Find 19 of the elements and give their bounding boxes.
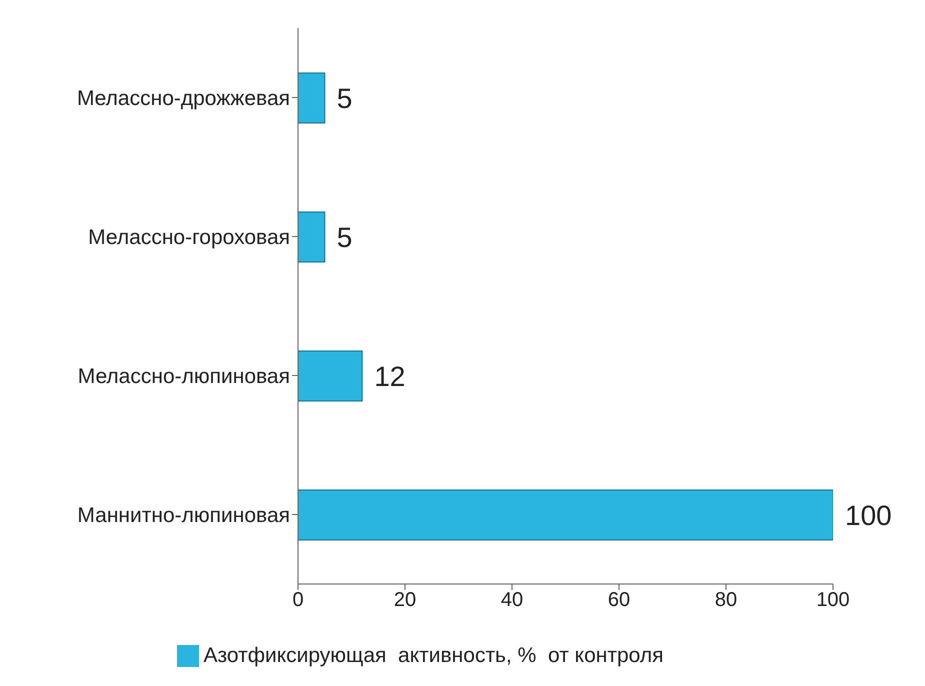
y-tick-label: Мелассно-гороховая [88,226,290,249]
bar [298,72,326,124]
data-label: 5 [336,82,352,114]
bar [298,490,833,540]
y-tick-label: Маннитно-люпиновая [77,504,290,527]
x-tick-label: 0 [292,589,304,612]
x-tick-label: 80 [714,589,738,612]
data-label: 100 [845,500,892,531]
data-label: 12 [374,360,406,392]
y-tick-label: Мелассно-люпиновая [78,364,290,388]
x-tick-label: 60 [608,589,630,612]
bar [298,350,363,402]
x-tick-label: 40 [500,589,524,612]
y-tick-label: Мелассно-дрожжевая [76,86,290,110]
bar [298,212,326,262]
data-label: 5 [336,222,352,253]
x-tick-label: 100 [816,589,850,612]
x-tick-label: 20 [394,589,416,612]
legend-label: Азотфиксирующая активность, % от контроля [203,644,664,667]
